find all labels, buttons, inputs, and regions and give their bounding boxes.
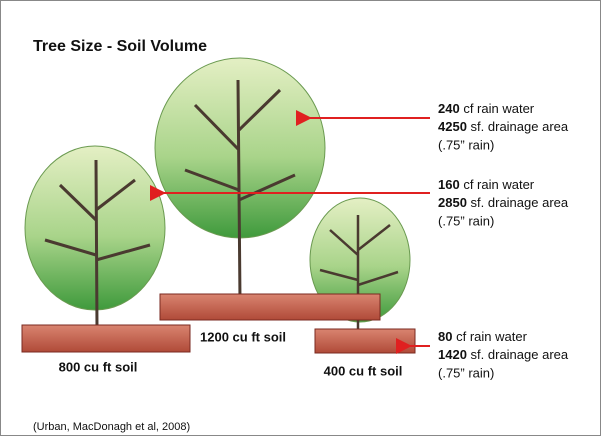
area-value: 4250 (438, 119, 467, 134)
annotation-line: 160 cf rain water (438, 177, 535, 192)
annotation-note: (.75” rain) (438, 365, 494, 380)
annotation-line: 240 cf rain water (438, 101, 535, 116)
annotation-line: 4250 sf. drainage area (438, 119, 569, 134)
diagram: Tree Size - Soil Volume 240 cf rain wate… (0, 0, 601, 436)
annotation-note: (.75” rain) (438, 213, 494, 228)
rain-text: cf rain water (456, 329, 527, 344)
soil-label: 800 cu ft soil (59, 359, 138, 374)
rain-value: 160 (438, 177, 460, 192)
soil-label: 400 cu ft soil (324, 363, 403, 378)
rain-value: 80 (438, 329, 452, 344)
rain-text: cf rain water (463, 177, 534, 192)
citation: (Urban, MacDonagh et al, 2008) (33, 421, 190, 433)
annotation-line: 2850 sf. drainage area (438, 195, 569, 210)
annotation-line: 80 cf rain water (438, 329, 528, 344)
area-value: 1420 (438, 347, 467, 362)
area-value: 2850 (438, 195, 467, 210)
soil-label: 1200 cu ft soil (200, 329, 286, 344)
annotation-line: 1420 sf. drainage area (438, 347, 569, 362)
area-text: sf. drainage area (471, 195, 569, 210)
annotation-note: (.75” rain) (438, 137, 494, 152)
area-text: sf. drainage area (471, 119, 569, 134)
area-text: sf. drainage area (471, 347, 569, 362)
rain-value: 240 (438, 101, 460, 116)
title: Tree Size - Soil Volume (33, 38, 207, 55)
rain-text: cf rain water (463, 101, 534, 116)
